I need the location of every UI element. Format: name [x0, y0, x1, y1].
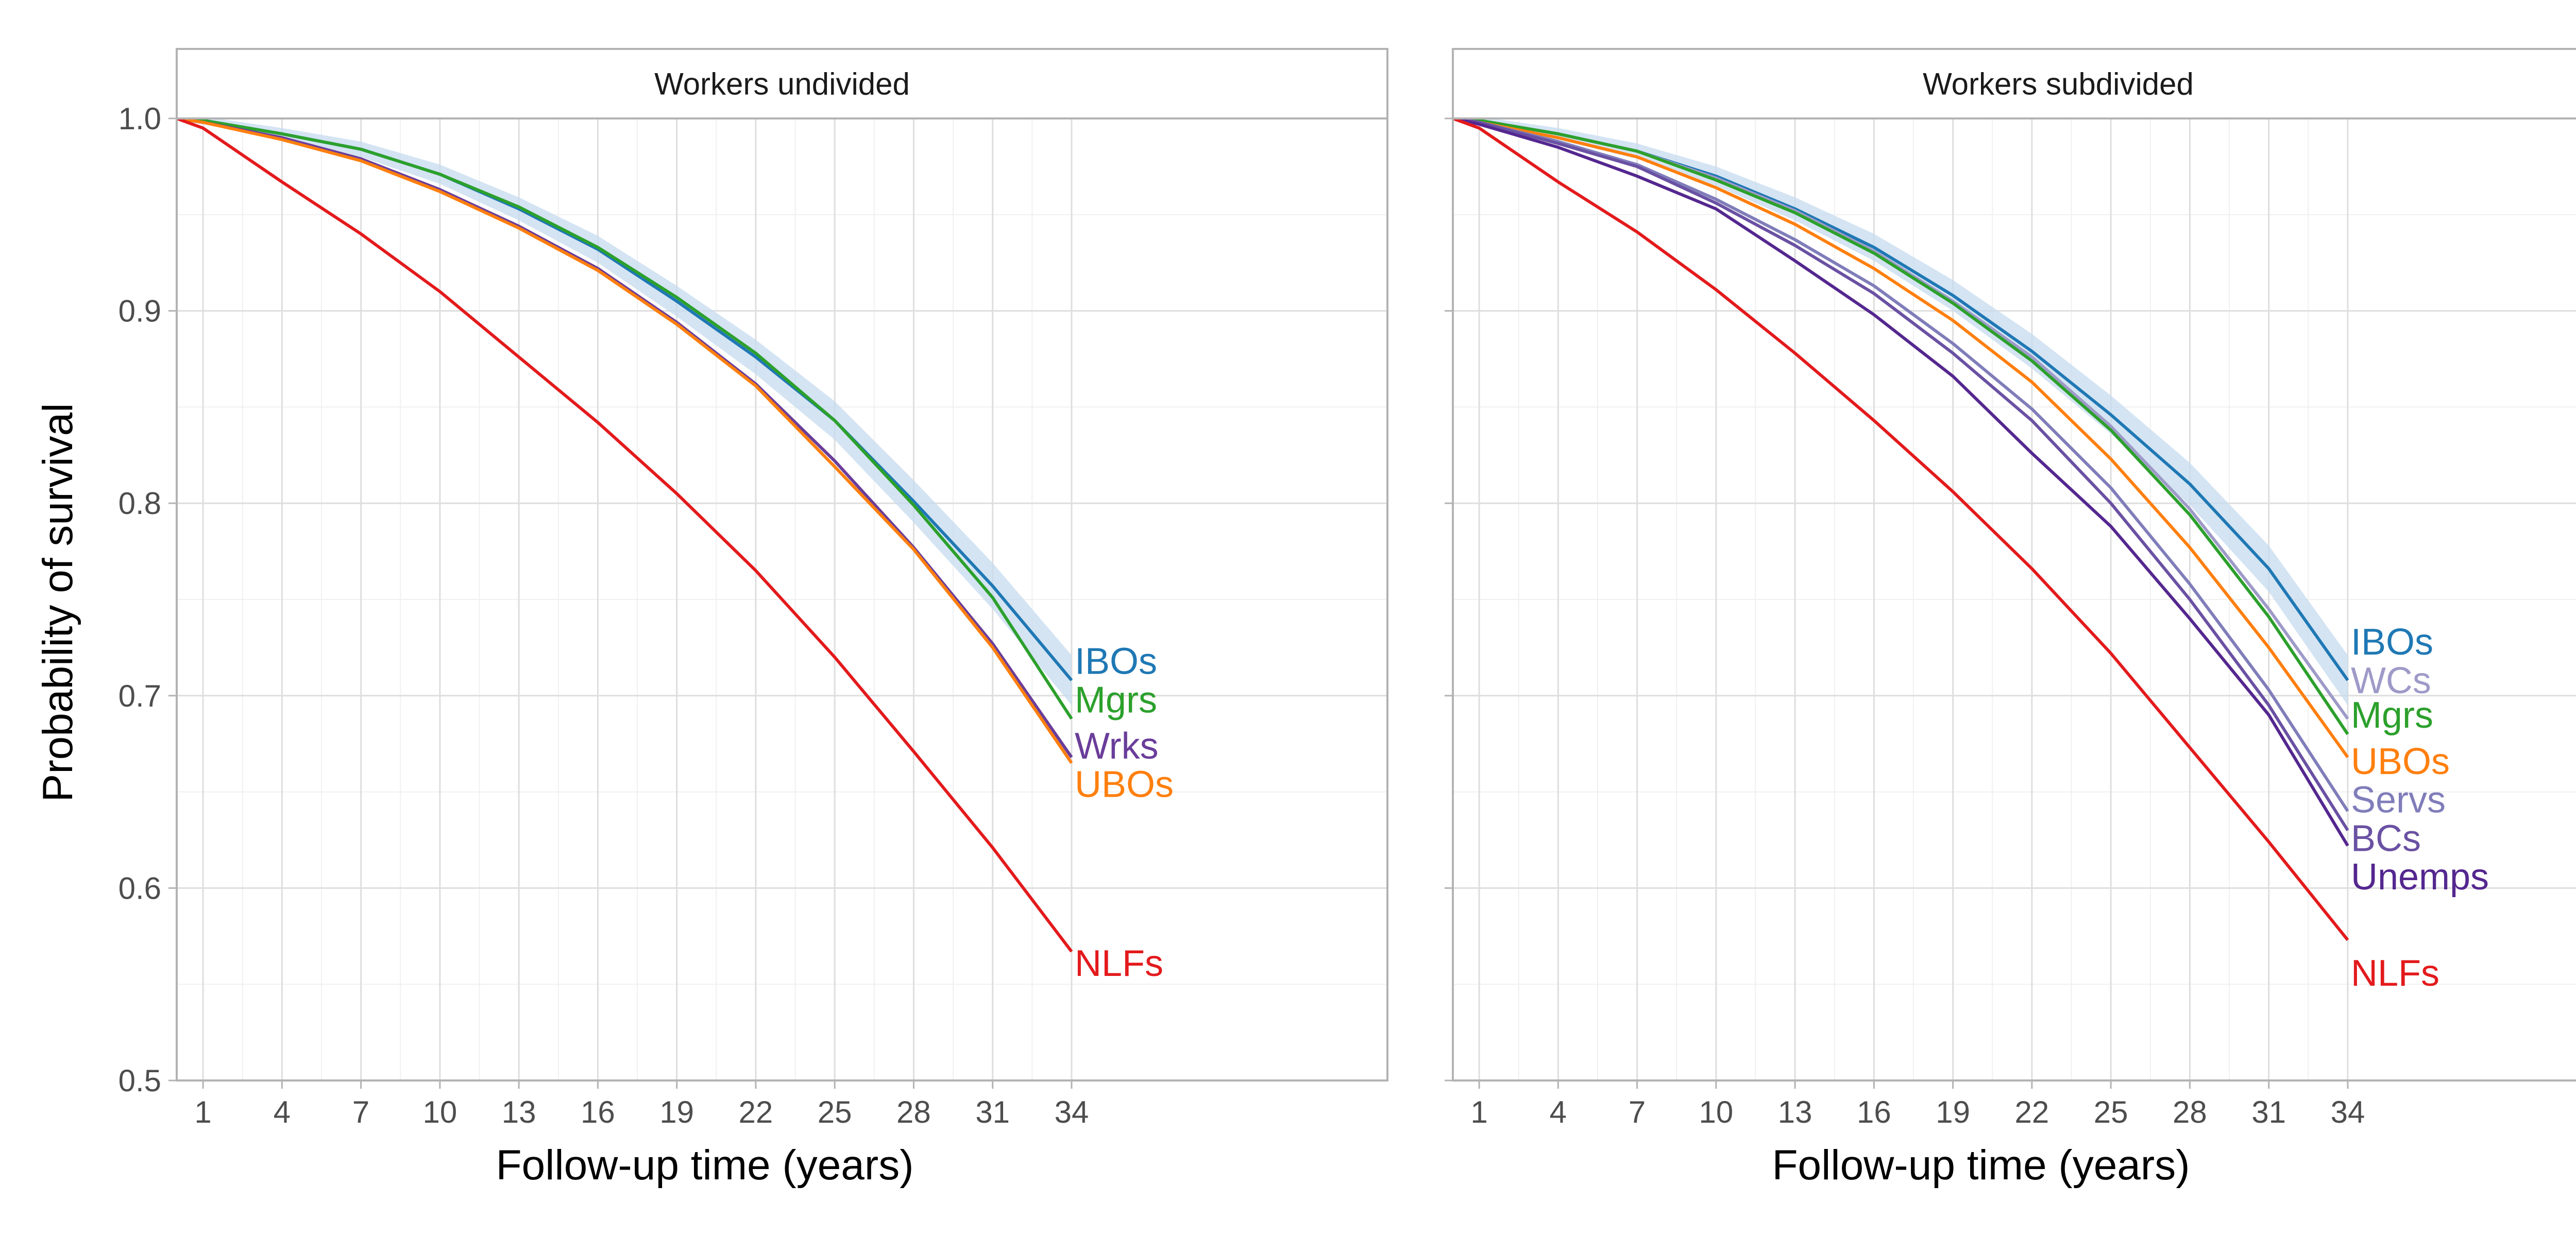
x-tick-label: 4 [1550, 1095, 1567, 1129]
series-label-nlfs: NLFs [2351, 953, 2439, 994]
series-line-unemps [1452, 117, 2349, 847]
x-tick-label: 28 [896, 1095, 931, 1129]
x-tick-label: 7 [1629, 1095, 1646, 1129]
x-tick-label: 19 [1936, 1095, 1970, 1129]
x-tick-label: 22 [739, 1095, 773, 1129]
x-tick-label: 13 [502, 1095, 536, 1129]
series-line-mgrs [176, 117, 1073, 720]
series-line-servs [1452, 117, 2349, 812]
x-tick-label: 16 [581, 1095, 615, 1129]
series-label-wcs: WCs [2351, 660, 2431, 701]
x-tick-label: 7 [352, 1095, 369, 1129]
series-label-ibos: IBOs [2351, 622, 2433, 663]
x-tick-label: 4 [274, 1095, 291, 1129]
x-axis-title: Follow-up time (years) [496, 1142, 913, 1189]
x-tick-label: 16 [1857, 1095, 1891, 1129]
series-label-mgrs: Mgrs [1075, 679, 1157, 720]
y-tick-label: 0.6 [118, 871, 161, 905]
x-tick-label: 25 [2094, 1095, 2128, 1129]
series-label-ubos: UBOs [1075, 764, 1174, 805]
x-tick-label: 1 [1470, 1095, 1487, 1129]
series-line-ubos [176, 117, 1073, 764]
x-tick-label: 13 [1778, 1095, 1812, 1129]
strip-title: Workers undivided [654, 67, 910, 101]
x-tick-label: 25 [818, 1095, 852, 1129]
y-tick-label: 0.5 [118, 1063, 161, 1098]
x-tick-label: 1 [194, 1095, 211, 1129]
x-tick-label: 34 [1055, 1095, 1089, 1129]
series-label-servs: Servs [2351, 780, 2446, 821]
x-tick-label: 31 [975, 1095, 1010, 1129]
x-tick-label: 22 [2015, 1095, 2049, 1129]
x-axis-title: Follow-up time (years) [1772, 1142, 2190, 1189]
x-tick-label: 19 [659, 1095, 694, 1129]
strip-header [176, 48, 1388, 119]
series-label-mgrs: Mgrs [2351, 695, 2433, 736]
series-label-ibos: IBOs [1075, 641, 1157, 682]
series-label-bcs: BCs [2351, 818, 2421, 859]
x-tick-label: 31 [2251, 1095, 2286, 1129]
series-line-mgrs [1452, 117, 2349, 735]
y-axis-title: Probability of survival [35, 403, 81, 802]
strip-title: Workers subdivided [1923, 67, 2194, 101]
x-tick-label: 34 [2331, 1095, 2365, 1129]
series-line-bcs [1452, 117, 2349, 831]
series-line-nlfs [1452, 117, 2349, 941]
y-tick-label: 0.8 [118, 486, 161, 521]
series-label-ubos: UBOs [2351, 741, 2450, 782]
y-tick-label: 1.0 [118, 101, 161, 136]
y-tick-label: 0.9 [118, 294, 161, 329]
series-label-wrks: Wrks [1075, 726, 1159, 767]
x-tick-label: 10 [1699, 1095, 1733, 1129]
y-tick-label: 0.7 [118, 679, 161, 713]
series-line-ubos [1452, 117, 2349, 759]
series-label-unemps: Unemps [2351, 856, 2489, 898]
series-label-nlfs: NLFs [1075, 943, 1163, 984]
strip-header [1452, 48, 2576, 119]
x-tick-label: 10 [422, 1095, 457, 1129]
x-tick-label: 28 [2173, 1095, 2207, 1129]
series-line-nlfs [176, 117, 1073, 953]
